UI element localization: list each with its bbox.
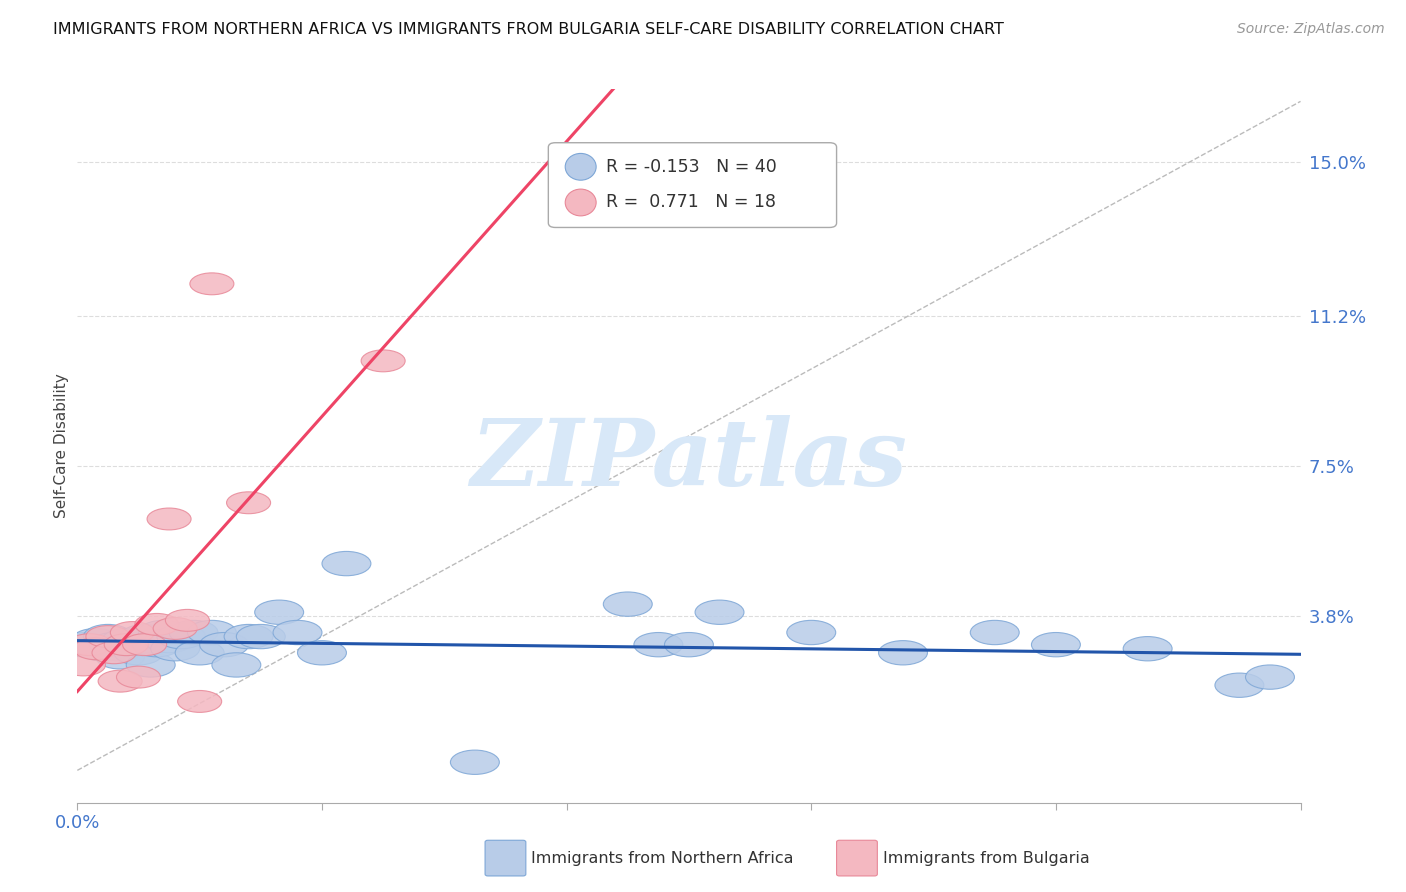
Text: ZIPatlas: ZIPatlas <box>471 416 907 505</box>
Ellipse shape <box>148 508 191 530</box>
Ellipse shape <box>77 637 127 661</box>
Ellipse shape <box>450 750 499 774</box>
Ellipse shape <box>101 629 150 653</box>
Ellipse shape <box>970 620 1019 645</box>
Text: Immigrants from Bulgaria: Immigrants from Bulgaria <box>883 851 1090 865</box>
Ellipse shape <box>72 629 120 653</box>
Ellipse shape <box>1123 637 1173 661</box>
Ellipse shape <box>157 624 205 648</box>
Ellipse shape <box>104 633 148 656</box>
Text: R =  0.771   N = 18: R = 0.771 N = 18 <box>606 194 776 211</box>
Ellipse shape <box>86 625 129 648</box>
Ellipse shape <box>96 645 145 669</box>
Ellipse shape <box>96 637 145 661</box>
Ellipse shape <box>114 640 163 665</box>
Ellipse shape <box>187 620 236 645</box>
Ellipse shape <box>298 640 346 665</box>
Ellipse shape <box>190 273 233 294</box>
Ellipse shape <box>166 609 209 632</box>
Ellipse shape <box>169 620 218 645</box>
Text: R = -0.153   N = 40: R = -0.153 N = 40 <box>606 158 776 176</box>
Y-axis label: Self-Care Disability: Self-Care Disability <box>53 374 69 518</box>
Text: Source: ZipAtlas.com: Source: ZipAtlas.com <box>1237 22 1385 37</box>
Ellipse shape <box>91 642 136 664</box>
Ellipse shape <box>62 654 105 676</box>
Ellipse shape <box>90 632 139 657</box>
Ellipse shape <box>108 632 157 657</box>
Ellipse shape <box>361 350 405 372</box>
Ellipse shape <box>73 638 118 660</box>
Ellipse shape <box>67 633 111 656</box>
Ellipse shape <box>212 653 262 677</box>
Ellipse shape <box>138 620 187 645</box>
Ellipse shape <box>236 624 285 648</box>
Ellipse shape <box>665 632 713 657</box>
Ellipse shape <box>110 622 155 643</box>
Ellipse shape <box>117 666 160 688</box>
Ellipse shape <box>177 690 222 713</box>
Ellipse shape <box>153 617 197 640</box>
Ellipse shape <box>98 670 142 692</box>
Ellipse shape <box>1032 632 1080 657</box>
Ellipse shape <box>1215 673 1264 698</box>
Ellipse shape <box>787 620 835 645</box>
Ellipse shape <box>634 632 683 657</box>
Ellipse shape <box>83 624 132 648</box>
Ellipse shape <box>322 551 371 575</box>
Ellipse shape <box>150 637 200 661</box>
Ellipse shape <box>120 624 169 648</box>
Ellipse shape <box>200 632 249 657</box>
Ellipse shape <box>226 491 270 514</box>
Ellipse shape <box>135 614 179 635</box>
Ellipse shape <box>879 640 928 665</box>
Ellipse shape <box>145 629 194 653</box>
Text: 0.0%: 0.0% <box>55 814 100 832</box>
Ellipse shape <box>122 633 167 656</box>
Ellipse shape <box>1246 665 1295 690</box>
Text: IMMIGRANTS FROM NORTHERN AFRICA VS IMMIGRANTS FROM BULGARIA SELF-CARE DISABILITY: IMMIGRANTS FROM NORTHERN AFRICA VS IMMIG… <box>53 22 1004 37</box>
Ellipse shape <box>603 592 652 616</box>
Ellipse shape <box>224 624 273 648</box>
Ellipse shape <box>127 653 176 677</box>
Ellipse shape <box>695 600 744 624</box>
Ellipse shape <box>273 620 322 645</box>
Ellipse shape <box>132 632 181 657</box>
Ellipse shape <box>59 632 108 657</box>
Text: Immigrants from Northern Africa: Immigrants from Northern Africa <box>531 851 794 865</box>
Ellipse shape <box>254 600 304 624</box>
Ellipse shape <box>176 640 224 665</box>
